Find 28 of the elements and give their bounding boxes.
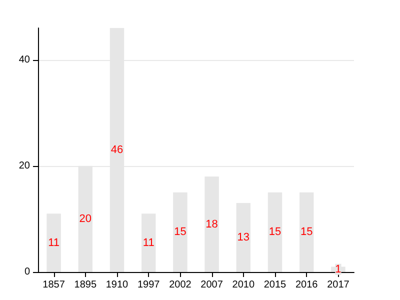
x-tick-label: 2017 bbox=[327, 280, 350, 290]
x-tick-label: 2002 bbox=[169, 280, 192, 290]
data-label: 11 bbox=[48, 236, 60, 249]
x-tick-label: 1857 bbox=[42, 280, 66, 290]
y-tick-label: 20 bbox=[18, 160, 30, 172]
x-tick-label: 1997 bbox=[137, 280, 160, 290]
bar bbox=[268, 192, 282, 272]
x-tick-label: 2015 bbox=[264, 280, 287, 290]
x-tick-label: 2007 bbox=[200, 280, 224, 290]
data-label: 15 bbox=[300, 226, 313, 238]
y-tick-label: 0 bbox=[24, 266, 30, 278]
data-label: 46 bbox=[110, 144, 124, 156]
bar bbox=[46, 214, 61, 272]
data-label: 13 bbox=[237, 232, 250, 244]
data-label: 1 bbox=[335, 263, 342, 276]
data-label: 20 bbox=[79, 212, 92, 225]
data-label: 15 bbox=[268, 226, 282, 238]
bar bbox=[204, 176, 219, 272]
x-tick-label: 1910 bbox=[106, 280, 129, 290]
x-tick-label: 2016 bbox=[295, 280, 318, 290]
data-label: 11 bbox=[142, 236, 154, 249]
y-tick-label: 40 bbox=[18, 54, 30, 66]
data-label: 15 bbox=[174, 226, 186, 238]
data-label: 18 bbox=[206, 218, 218, 230]
x-tick-label: 2010 bbox=[232, 280, 255, 290]
bar bbox=[173, 192, 188, 272]
x-tick-label: 1895 bbox=[74, 280, 97, 290]
bar bbox=[299, 192, 314, 272]
